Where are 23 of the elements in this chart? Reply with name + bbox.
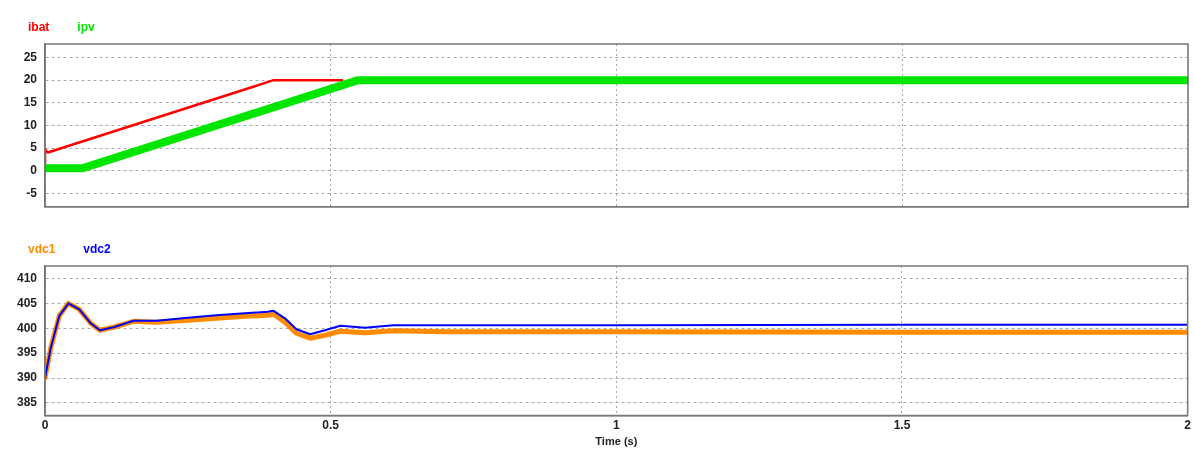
- y-tick-label: 385: [16, 395, 38, 410]
- y-tick-label: 410: [16, 270, 38, 285]
- x-tick-label: 0.5: [322, 417, 340, 432]
- y-tick-label: -5: [26, 185, 38, 200]
- text: ibat: [28, 20, 50, 35]
- y-tick-label: 15: [23, 95, 38, 110]
- y-tick-label: 0: [30, 162, 38, 177]
- y-tick-label: 25: [23, 49, 38, 64]
- y-tick-label: 5: [30, 140, 38, 155]
- x-tick-label: 2: [1184, 417, 1192, 432]
- x-tick-label: 0: [41, 417, 49, 432]
- y-tick-label: 405: [16, 295, 38, 310]
- y-tick-label: 400: [16, 320, 38, 335]
- text: ipv: [77, 20, 95, 35]
- x-tick-label: 1.5: [893, 417, 911, 432]
- y-tick-label: 390: [16, 370, 38, 385]
- y-tick-label: 10: [23, 117, 38, 132]
- x-tick-label: 1: [612, 417, 620, 432]
- x-axis-title: Time (s): [595, 435, 638, 448]
- y-tick-label: 20: [23, 72, 38, 87]
- text: vdc2: [83, 242, 112, 257]
- y-tick-label: 395: [16, 345, 38, 360]
- text: vdc1: [28, 242, 56, 257]
